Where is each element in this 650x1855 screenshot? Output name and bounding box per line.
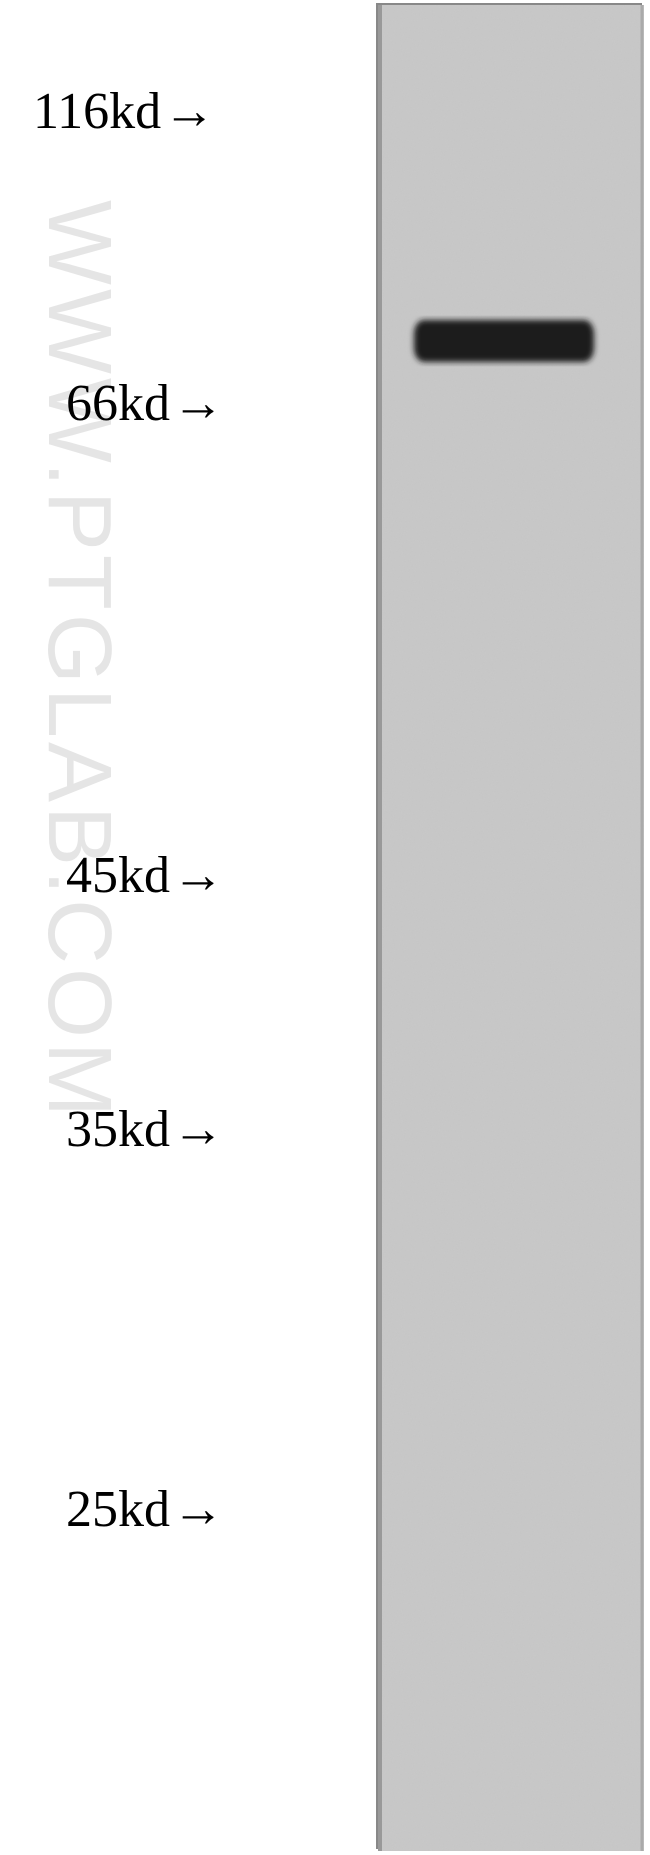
marker-116kd: 116kd → (33, 82, 215, 141)
marker-35kd: 35kd → (66, 1100, 224, 1159)
watermark-text: WWW.PTGLAB.COM (27, 200, 130, 1121)
blot-lane (376, 3, 642, 1849)
marker-label-text: 35kd (66, 1100, 170, 1159)
marker-25kd: 25kd → (66, 1480, 224, 1539)
marker-45kd: 45kd → (66, 846, 224, 905)
arrow-icon: → (163, 82, 215, 141)
marker-66kd: 66kd → (66, 374, 224, 433)
arrow-icon: → (172, 846, 224, 905)
arrow-icon: → (172, 374, 224, 433)
arrow-icon: → (172, 1100, 224, 1159)
arrow-icon: → (172, 1480, 224, 1539)
marker-label-text: 25kd (66, 1480, 170, 1539)
marker-label-text: 66kd (66, 374, 170, 433)
marker-label-text: 116kd (33, 82, 161, 141)
protein-band (414, 320, 594, 362)
marker-label-text: 45kd (66, 846, 170, 905)
